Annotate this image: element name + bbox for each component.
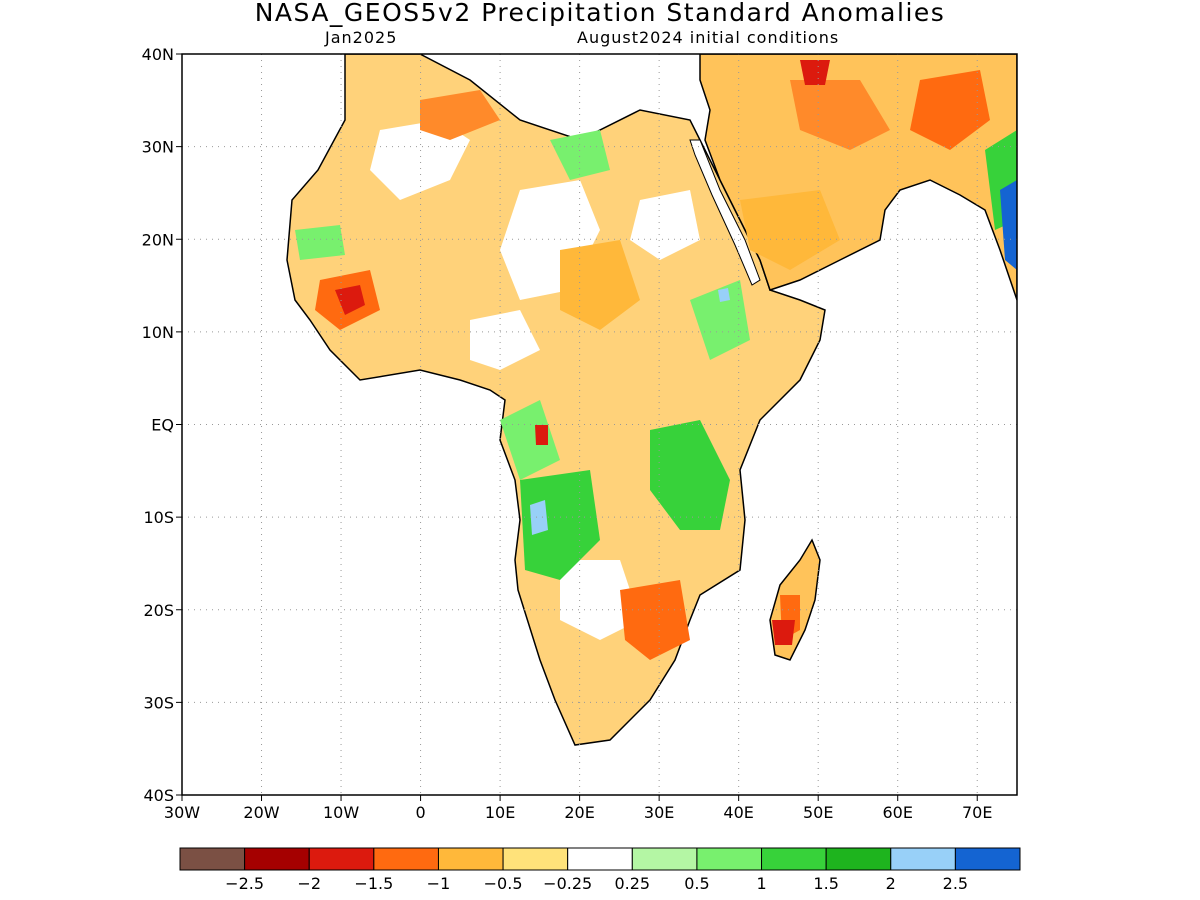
lon-label: 20E [564,803,594,822]
longitude-labels: 30W 20W 10W 0 10E 20E 30E 40E 50E 60E 70E [164,795,992,822]
colorbar-swatch [696,847,763,871]
colorbar-swatch [890,847,956,871]
anomaly-patches [295,60,1017,660]
chart-title: NASA_GEOS5v2 Precipitation Standard Anom… [254,0,946,27]
initial-conditions: August2024 initial conditions [577,28,840,47]
lat-label: EQ [151,416,174,435]
colorbar-swatch [567,847,633,871]
latitude-labels: 40N 30N 20N 10N EQ 10S 20S 30S 40S [142,45,182,805]
colorbar-swatch [954,847,1021,871]
lon-label: 20W [243,803,279,822]
lat-label: 30S [143,693,174,712]
lon-label: 10W [323,803,359,822]
colorbar-label: −0.5 [484,874,523,893]
colorbar-swatch [825,847,892,871]
lon-label: 0 [415,803,425,822]
colorbar-label: 2 [886,874,896,893]
colorbar-swatch [373,847,439,871]
colorbar-label: −0.25 [543,874,592,893]
colorbar-label: −1.5 [354,874,393,893]
lat-label: 10S [143,508,174,527]
lat-label: 40S [143,786,174,805]
lon-label: 10E [485,803,515,822]
colorbar-label: 0.5 [684,874,709,893]
colorbar-swatch [244,847,310,871]
lat-label: 20N [142,230,174,249]
lat-label: 10N [142,323,174,342]
red-sea [689,139,761,286]
colorbar-label: −2.5 [225,874,264,893]
lon-label: 60E [882,803,912,822]
colorbar-label: −2 [297,874,321,893]
colorbar-swatch [761,847,827,871]
colorbar-swatch [502,847,569,871]
lon-label: 30E [644,803,674,822]
colorbar-label: 1 [756,874,766,893]
colorbar-label: 0.25 [614,874,650,893]
forecast-month: Jan2025 [325,28,398,47]
lon-label: 40E [723,803,753,822]
lat-label: 30N [142,138,174,157]
lat-label: 40N [142,45,174,64]
lat-label: 20S [143,601,174,620]
colorbar [179,847,1021,871]
lon-label: 30W [164,803,200,822]
colorbar-labels: −2.5 −2 −1.5 −1 −0.5 −0.25 0.25 0.5 1 1.5 2 2.5 [225,874,968,893]
colorbar-label: 2.5 [943,874,968,893]
lon-label: 70E [962,803,992,822]
colorbar-swatch [308,847,375,871]
colorbar-label: −1 [427,874,451,893]
colorbar-swatch [631,847,698,871]
colorbar-swatch [437,847,504,871]
lon-label: 50E [803,803,833,822]
colorbar-label: 1.5 [813,874,838,893]
map-area [286,54,1017,746]
colorbar-swatch [179,847,246,871]
